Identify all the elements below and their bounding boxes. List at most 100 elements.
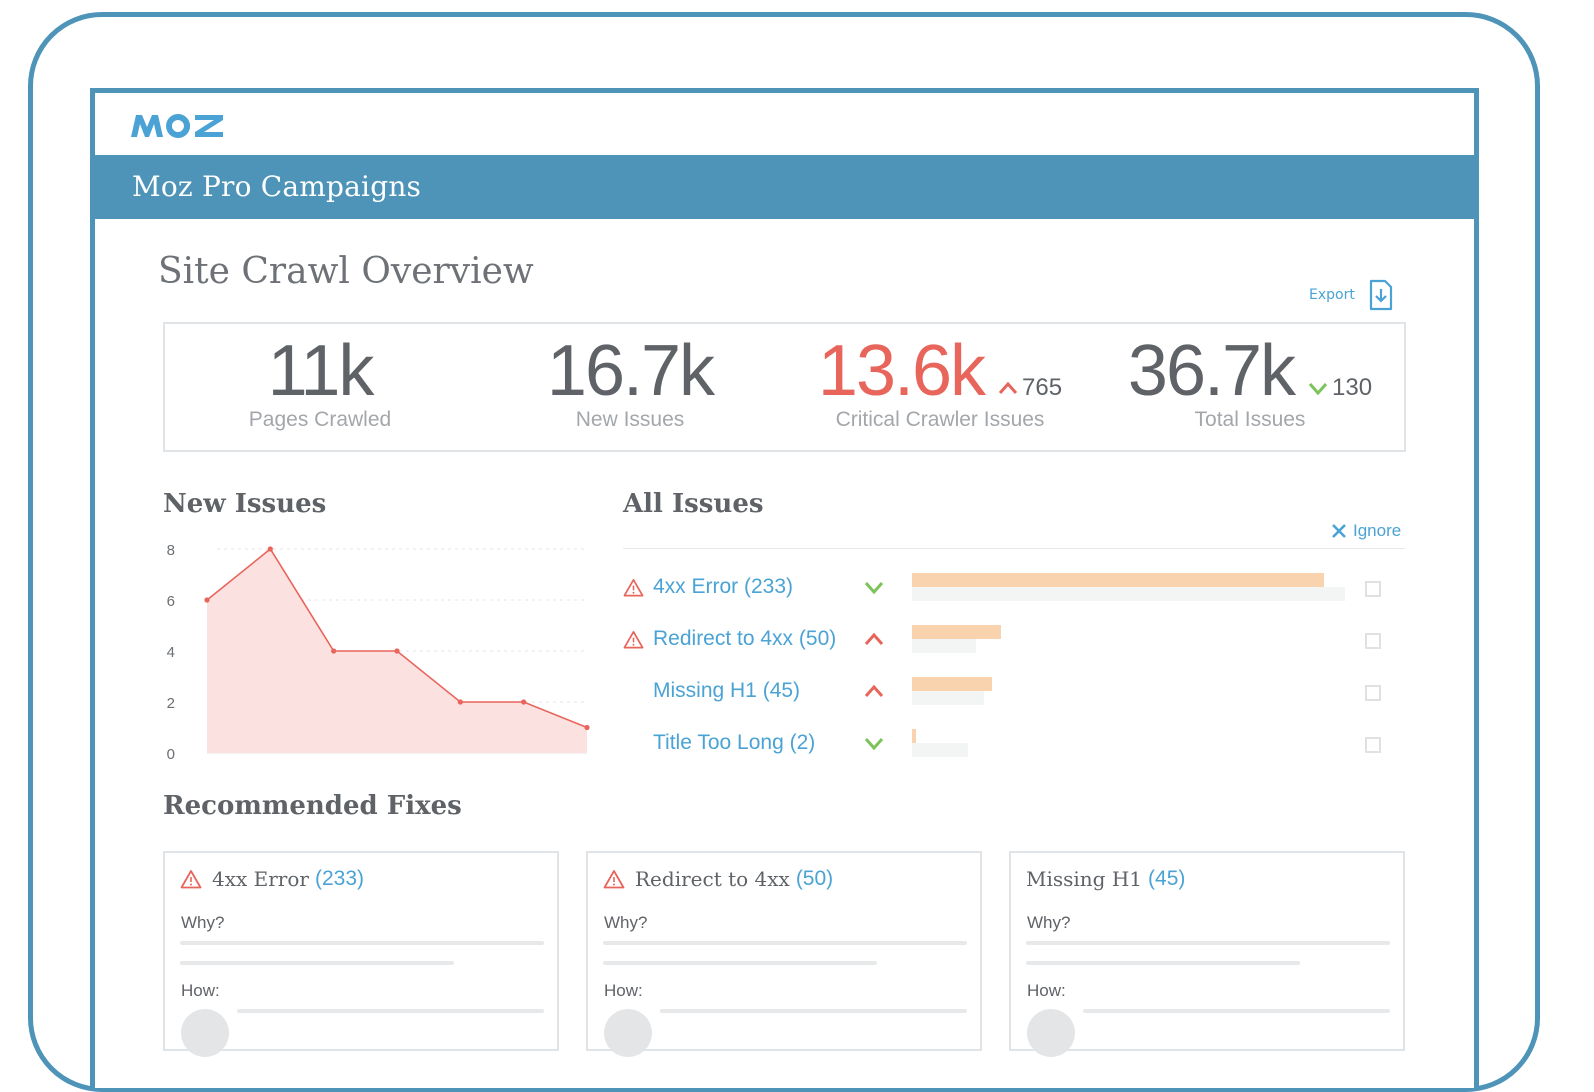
stat-label: Pages Crawled	[248, 408, 392, 431]
issue-bar-previous	[912, 691, 985, 705]
issue-bar-current	[912, 573, 1324, 587]
placeholder-line	[603, 961, 877, 965]
fix-card[interactable]: Redirect to 4xx (50) Why? How:	[586, 851, 982, 1057]
fix-name: Missing H1	[1026, 867, 1143, 891]
stat-value: 11k	[267, 331, 375, 411]
close-icon	[1332, 524, 1346, 538]
app-title: Moz Pro Campaigns	[132, 170, 422, 203]
issue-bar-current	[912, 625, 1001, 639]
recommended-fixes-heading: Recommended Fixes	[163, 791, 462, 821]
data-point	[457, 699, 463, 705]
warning-icon	[603, 870, 625, 889]
new-issues-chart: 0 2 4 6 8	[167, 542, 590, 763]
issue-link[interactable]: 4xx Error (233)	[653, 575, 794, 598]
fix-title: Redirect to 4xx (50)	[603, 867, 833, 891]
issue-row: 4xx Error (233)	[623, 569, 1413, 609]
step-avatar	[1027, 1009, 1075, 1057]
new-issues-heading: New Issues	[163, 489, 327, 519]
y-tick-label: 2	[167, 695, 175, 712]
issue-link[interactable]: Title Too Long (2)	[653, 731, 816, 754]
data-point	[584, 724, 590, 731]
issue-bar-previous	[912, 587, 1345, 601]
export-label: Export	[1309, 287, 1355, 303]
stats-panel: 11k Pages Crawled 16.7k New Issues 13.6k…	[163, 322, 1406, 452]
app-screen: Moz Pro Campaigns Site Crawl Overview Ex…	[90, 88, 1479, 1088]
chevron-down-icon	[1308, 383, 1328, 395]
data-point	[267, 546, 273, 552]
fix-count[interactable]: (45)	[1148, 867, 1186, 890]
stat-label: Critical Crawler Issues	[835, 408, 1045, 431]
ignore-button[interactable]: Ignore	[1331, 521, 1401, 541]
data-point	[204, 597, 210, 603]
warning-icon-wrap	[623, 577, 644, 602]
fix-count[interactable]: (50)	[795, 867, 834, 890]
y-tick-label: 8	[167, 542, 175, 559]
fix-card[interactable]: 4xx Error (233) Why? How:	[163, 851, 559, 1057]
fix-title: Missing H1 (45)	[1026, 867, 1185, 891]
page-title: Site Crawl Overview	[158, 251, 534, 292]
issue-bar-current	[912, 677, 993, 691]
placeholder-line	[180, 941, 544, 945]
fix-title: 4xx Error (233)	[180, 867, 364, 891]
issues-divider	[623, 548, 1405, 549]
warning-icon	[623, 631, 644, 649]
warning-icon	[623, 579, 644, 597]
issue-row: Redirect to 4xx (50)	[623, 621, 1413, 661]
y-tick-label: 6	[167, 593, 175, 610]
placeholder-line	[1083, 1009, 1390, 1013]
fix-how-label: How:	[181, 981, 220, 1000]
issue-bar-previous	[912, 639, 976, 653]
campaigns-titlebar: Moz Pro Campaigns	[95, 155, 1474, 219]
issue-checkbox[interactable]	[1365, 685, 1381, 701]
data-point	[331, 648, 337, 654]
fix-name: Redirect to 4xx	[635, 867, 790, 891]
issue-link[interactable]: Redirect to 4xx (50)	[653, 627, 837, 650]
chevron-down-icon	[864, 582, 884, 595]
stat-value: 36.7k	[1127, 331, 1296, 411]
issue-checkbox[interactable]	[1365, 633, 1381, 649]
stat-delta-value: 130	[1332, 374, 1373, 401]
issue-row: Missing H1 (45)	[623, 673, 1413, 713]
fix-why-label: Why?	[181, 913, 225, 932]
ignore-label: Ignore	[1353, 521, 1402, 540]
chevron-down-icon	[864, 738, 884, 751]
issue-trend	[863, 735, 885, 754]
stat-value: 13.6k	[817, 331, 986, 411]
issue-checkbox[interactable]	[1365, 737, 1381, 753]
warning-icon	[180, 870, 202, 889]
placeholder-line	[660, 1009, 967, 1013]
fix-name: 4xx Error	[212, 867, 309, 891]
export-icon	[1369, 279, 1392, 311]
step-avatar	[604, 1009, 652, 1057]
issue-bar-previous	[912, 743, 968, 757]
placeholder-line	[1026, 961, 1300, 965]
issue-row: Title Too Long (2)	[623, 725, 1413, 765]
fix-how-label: How:	[604, 981, 643, 1000]
placeholder-line	[1026, 941, 1390, 945]
issue-bar-current	[912, 729, 917, 743]
chevron-up-icon	[998, 381, 1018, 394]
y-tick-label: 0	[167, 746, 175, 763]
data-point	[394, 648, 400, 654]
y-tick-label: 4	[167, 644, 175, 661]
chevron-up-icon	[864, 684, 884, 697]
chevron-up-icon	[864, 632, 884, 645]
issue-trend	[863, 683, 885, 702]
stat-label: Total Issues	[1194, 408, 1306, 431]
export-button[interactable]: Export	[1309, 279, 1393, 311]
moz-logo[interactable]	[131, 113, 225, 143]
issue-checkbox[interactable]	[1365, 581, 1381, 597]
stat-delta: 765	[998, 374, 1062, 402]
fix-card[interactable]: Missing H1 (45) Why? How:	[1009, 851, 1405, 1057]
stat-delta-value: 765	[1022, 374, 1063, 401]
warning-icon-wrap	[623, 629, 644, 654]
step-avatar	[181, 1009, 229, 1057]
stat-value: 16.7k	[546, 331, 715, 411]
placeholder-line	[237, 1009, 544, 1013]
fix-count[interactable]: (233)	[314, 867, 364, 890]
data-point	[521, 699, 527, 705]
placeholder-line	[603, 941, 967, 945]
stat-label: New Issues	[575, 408, 685, 431]
placeholder-line	[180, 961, 454, 965]
issue-link[interactable]: Missing H1 (45)	[653, 679, 801, 702]
